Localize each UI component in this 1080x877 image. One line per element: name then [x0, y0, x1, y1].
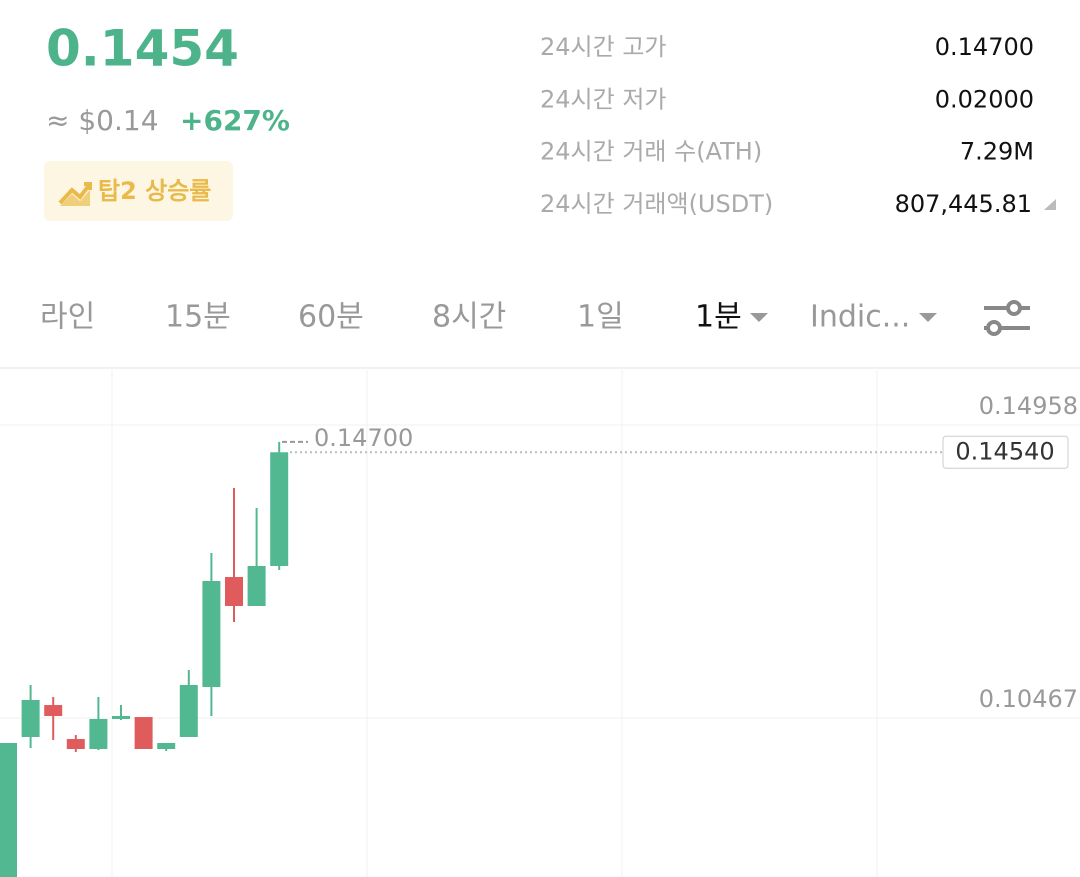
- badge-icon-fill: [60, 190, 90, 206]
- stat-value: 7.29M: [960, 138, 1034, 166]
- candle-body: [247, 565, 266, 606]
- candle-body: [134, 717, 153, 749]
- candle-body: [179, 684, 198, 737]
- dropdown-icon: [919, 313, 937, 322]
- dropdown-icon: [750, 313, 768, 322]
- settings-icon[interactable]: [984, 300, 1030, 336]
- tab[interactable]: 1일: [577, 300, 624, 335]
- candle-body: [21, 699, 40, 737]
- badge-text: 탑2 상승률: [98, 177, 211, 205]
- badge-icon: [58, 182, 92, 205]
- tab[interactable]: 1분: [695, 300, 742, 335]
- stat-label: 24시간 저가: [540, 85, 667, 113]
- usd-price: ≈ $0.14: [46, 104, 159, 137]
- stat-label: 24시간 거래 수(ATH): [540, 138, 762, 166]
- tab[interactable]: 8시간: [432, 300, 506, 335]
- candle-body: [270, 452, 289, 566]
- sort-icon: [1044, 199, 1056, 210]
- candle-body: [44, 705, 63, 716]
- y-tick-label: 0.10467: [979, 685, 1078, 713]
- stat-value: 807,445.81: [895, 190, 1032, 218]
- stat-value: 0.14700: [935, 33, 1034, 61]
- current-price-label: 0.14540: [955, 437, 1054, 465]
- candle-body: [66, 739, 85, 749]
- candle-body: [202, 580, 221, 688]
- stat-value: 0.02000: [935, 85, 1034, 113]
- tab[interactable]: 15분: [165, 300, 231, 335]
- price: 0.1454: [46, 20, 239, 78]
- candle-body: [112, 715, 130, 719]
- tab[interactable]: Indic...: [810, 300, 910, 335]
- high-label: 0.14700: [314, 424, 413, 452]
- badge[interactable]: [44, 161, 233, 221]
- change: +627%: [180, 104, 290, 137]
- v-grid: [111, 370, 878, 877]
- candle-body: [157, 742, 176, 749]
- stat-label: 24시간 고가: [540, 33, 667, 61]
- candle-body: [225, 577, 243, 606]
- tab[interactable]: 60분: [298, 300, 364, 335]
- y-tick-label: 0.14958: [979, 392, 1078, 420]
- current-price-box: [942, 435, 1069, 469]
- tab[interactable]: 라인: [40, 300, 95, 335]
- candle-body: [0, 742, 17, 877]
- candle-body: [89, 718, 108, 749]
- stat-label: 24시간 거래액(USDT): [540, 190, 773, 218]
